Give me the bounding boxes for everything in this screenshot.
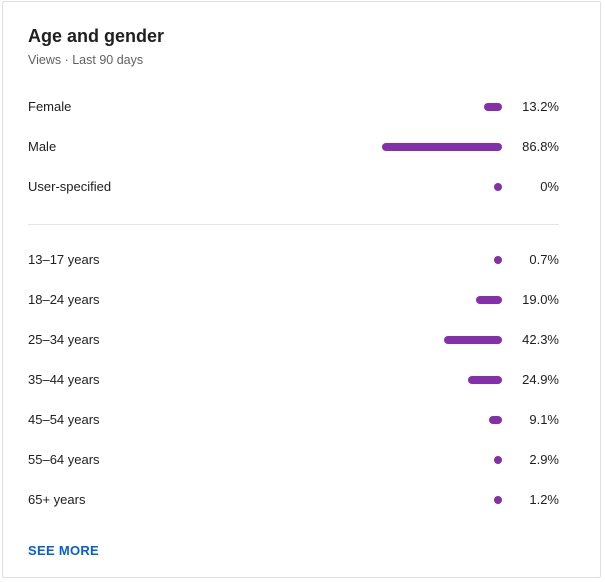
see-more-link[interactable]: SEE MORE <box>28 543 100 558</box>
age-row-45-54: 45–54 years 9.1% <box>28 400 559 440</box>
age-row-65-plus: 65+ years 1.2% <box>28 480 559 520</box>
age-row-35-44: 35–44 years 24.9% <box>28 360 559 400</box>
section-divider <box>28 224 559 225</box>
age-row-13-17: 13–17 years 0.7% <box>28 240 559 280</box>
bar-13-17 <box>494 256 502 264</box>
row-value: 2.9% <box>529 452 559 467</box>
row-value: 0.7% <box>529 252 559 267</box>
row-value: 42.3% <box>522 332 559 347</box>
row-label: Female <box>28 99 72 114</box>
card-subtitle: Views · Last 90 days <box>28 53 144 67</box>
row-value: 19.0% <box>522 292 559 307</box>
row-value: 13.2% <box>522 99 559 114</box>
row-label: 18–24 years <box>28 292 100 307</box>
gender-row-female: Female 13.2% <box>28 87 559 127</box>
row-value: 86.8% <box>522 139 559 154</box>
row-label: User-specified <box>28 179 112 194</box>
bar-user-specified <box>494 183 502 191</box>
row-value: 9.1% <box>529 412 559 427</box>
gender-row-male: Male 86.8% <box>28 127 559 167</box>
gender-row-user-specified: User-specified 0% <box>28 167 559 207</box>
row-value: 1.2% <box>529 492 559 507</box>
bar-45-54 <box>489 416 502 424</box>
row-label: 13–17 years <box>28 252 100 267</box>
age-row-18-24: 18–24 years 19.0% <box>28 280 559 320</box>
card-title: Age and gender <box>28 26 165 46</box>
bar-18-24 <box>475 296 502 304</box>
bar-25-34 <box>443 336 502 344</box>
age-row-25-34: 25–34 years 42.3% <box>28 320 559 360</box>
row-label: 45–54 years <box>28 412 100 427</box>
bar-35-44 <box>467 376 502 384</box>
row-label: Male <box>28 139 57 154</box>
age-row-55-64: 55–64 years 2.9% <box>28 440 559 480</box>
bar-female <box>483 103 502 111</box>
row-label: 25–34 years <box>28 332 100 347</box>
row-label: 65+ years <box>28 492 86 507</box>
bar-55-64 <box>494 456 502 464</box>
row-label: 35–44 years <box>28 372 100 387</box>
bar-male <box>382 143 502 151</box>
row-label: 55–64 years <box>28 452 100 467</box>
row-value: 24.9% <box>522 372 559 387</box>
bar-65-plus <box>494 496 502 504</box>
row-value: 0% <box>540 179 559 194</box>
